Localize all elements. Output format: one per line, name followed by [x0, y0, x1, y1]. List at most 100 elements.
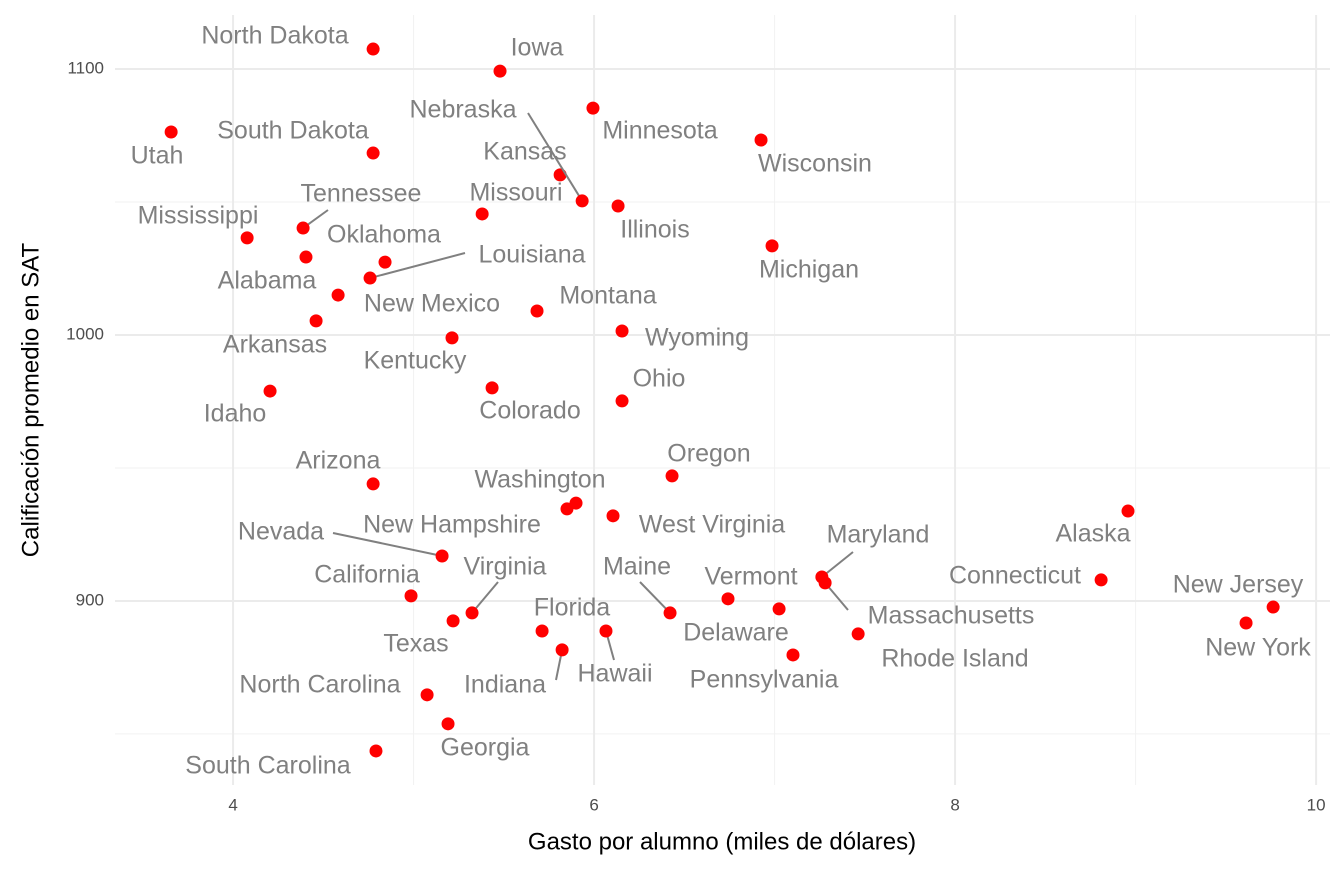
point-label: Delaware: [683, 619, 789, 647]
point-label: Michigan: [759, 256, 859, 284]
point-label: Mississippi: [138, 202, 259, 230]
point: [615, 394, 629, 408]
point: [1239, 616, 1253, 630]
x-tick-label: 8: [950, 795, 959, 814]
y-tick-label: 1100: [67, 58, 104, 77]
point: [786, 648, 800, 662]
point-label: Ohio: [633, 365, 686, 393]
leader-line: [639, 581, 671, 614]
x-axis-title: Gasto por alumno (miles de dólares): [528, 828, 916, 855]
point-label: Florida: [534, 594, 611, 622]
point: [378, 255, 392, 269]
point-label: Massachusetts: [868, 602, 1035, 630]
point-label: Nebraska: [410, 96, 517, 124]
leader-line: [527, 112, 584, 202]
point-label: Nevada: [238, 518, 324, 546]
point-label: Arizona: [296, 447, 381, 475]
point: [366, 477, 380, 491]
point: [555, 643, 569, 657]
point: [475, 207, 489, 221]
point-label: West Virginia: [639, 511, 785, 539]
point: [1121, 504, 1135, 518]
point: [465, 606, 479, 620]
point: [445, 331, 459, 345]
x-tick-label: 6: [589, 795, 598, 814]
point-label: North Dakota: [201, 22, 348, 50]
point-label: New Hampshire: [363, 511, 541, 539]
point-label: Oklahoma: [327, 221, 441, 249]
leader-line: [821, 551, 854, 578]
point: [535, 624, 549, 638]
point-label: Wisconsin: [758, 150, 872, 178]
point: [611, 199, 625, 213]
point-label: Montana: [559, 282, 656, 310]
point-label: Maine: [603, 553, 671, 581]
point: [575, 194, 589, 208]
point-label: Utah: [131, 142, 184, 170]
point: [164, 125, 178, 139]
point: [586, 101, 600, 115]
point-label: Rhode Island: [881, 645, 1028, 673]
point-label: California: [314, 561, 420, 589]
point: [263, 384, 277, 398]
point: [404, 589, 418, 603]
point: [765, 239, 779, 253]
point: [363, 271, 377, 285]
x-tick-label: 4: [228, 795, 237, 814]
y-tick-label: 1000: [66, 324, 104, 343]
point-label: Virginia: [464, 553, 547, 581]
point: [441, 717, 455, 731]
point: [851, 627, 865, 641]
point-label: New Jersey: [1173, 571, 1304, 599]
leader-line: [471, 581, 499, 614]
point-label: Vermont: [704, 563, 797, 591]
point-label: Colorado: [479, 397, 580, 425]
point-label: South Dakota: [217, 117, 369, 145]
point-label: North Carolina: [239, 671, 400, 699]
point: [299, 250, 313, 264]
y-axis-title: Calificación promedio en SAT: [17, 242, 44, 557]
point-label: Missouri: [469, 179, 562, 207]
point-label: New York: [1205, 634, 1311, 662]
point: [560, 502, 574, 516]
point: [818, 576, 832, 590]
point-label: Alaska: [1055, 520, 1130, 548]
point: [772, 602, 786, 616]
point: [721, 592, 735, 606]
point: [240, 231, 254, 245]
point: [615, 324, 629, 338]
point: [309, 314, 323, 328]
point-label: Tennessee: [301, 180, 422, 208]
point-label: Pennsylvania: [690, 666, 839, 694]
point-label: Hawaii: [577, 660, 652, 688]
point-label: South Carolina: [185, 752, 350, 780]
point-label: Alabama: [218, 267, 317, 295]
point-label: Arkansas: [223, 331, 327, 359]
point: [1094, 573, 1108, 587]
point-label: Oregon: [667, 440, 750, 468]
point: [331, 288, 345, 302]
point: [366, 42, 380, 56]
point: [446, 614, 460, 628]
point-label: Louisiana: [478, 241, 585, 269]
point-label: Illinois: [620, 216, 689, 244]
point: [366, 146, 380, 160]
leader-line: [369, 252, 466, 280]
point: [754, 133, 768, 147]
x-tick-label: 10: [1307, 795, 1326, 814]
point: [485, 381, 499, 395]
point-label: Wyoming: [645, 324, 749, 352]
point-label: New Mexico: [364, 290, 500, 318]
point: [296, 221, 310, 235]
leader-line: [332, 532, 443, 557]
point-label: Connecticut: [949, 562, 1081, 590]
point: [369, 744, 383, 758]
y-tick-label: 900: [76, 590, 104, 609]
point-label: Maryland: [827, 521, 930, 549]
point: [493, 64, 507, 78]
point: [1266, 600, 1280, 614]
point: [606, 509, 620, 523]
point-label: Indiana: [464, 671, 546, 699]
point: [530, 304, 544, 318]
